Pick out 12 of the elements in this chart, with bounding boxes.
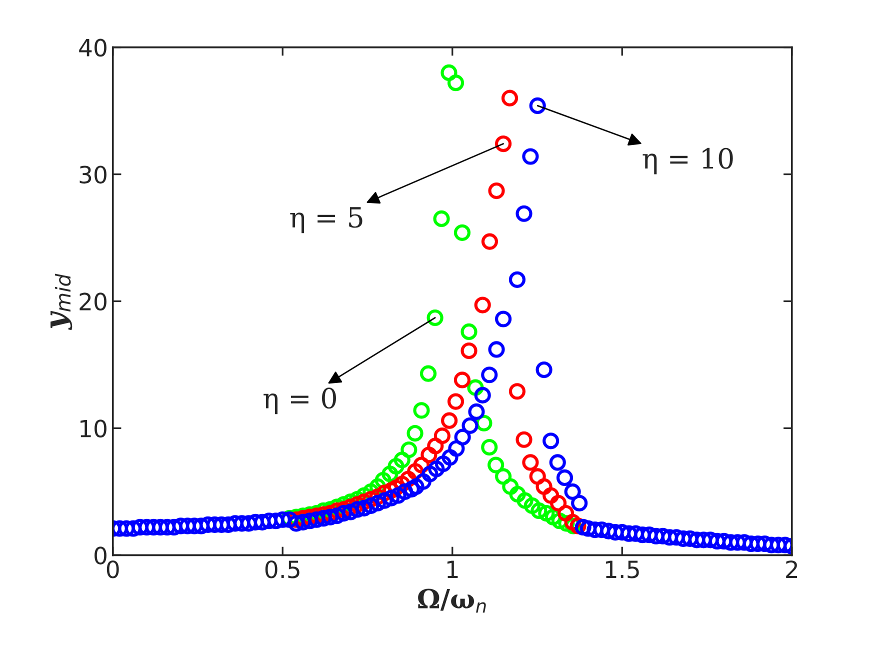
y-tick-label: 40 <box>79 38 106 57</box>
x-tick-label: 0.5 <box>265 560 300 578</box>
x-tick-label: 0 <box>106 560 119 578</box>
y-tick-label: 0 <box>94 546 106 564</box>
y-tick-label: 30 <box>80 166 106 184</box>
y-tick-label: 10 <box>80 420 106 438</box>
x-axis-title: Ω/ω$_{n}$ <box>418 588 486 613</box>
y-axis-title: y$_{mid}$ <box>50 274 72 330</box>
x-tick-label: 1 <box>447 560 458 578</box>
x-tick-label: 1.5 <box>606 560 639 578</box>
y-tick-label: 20 <box>80 292 106 311</box>
x-tick-label: 2 <box>786 560 798 578</box>
